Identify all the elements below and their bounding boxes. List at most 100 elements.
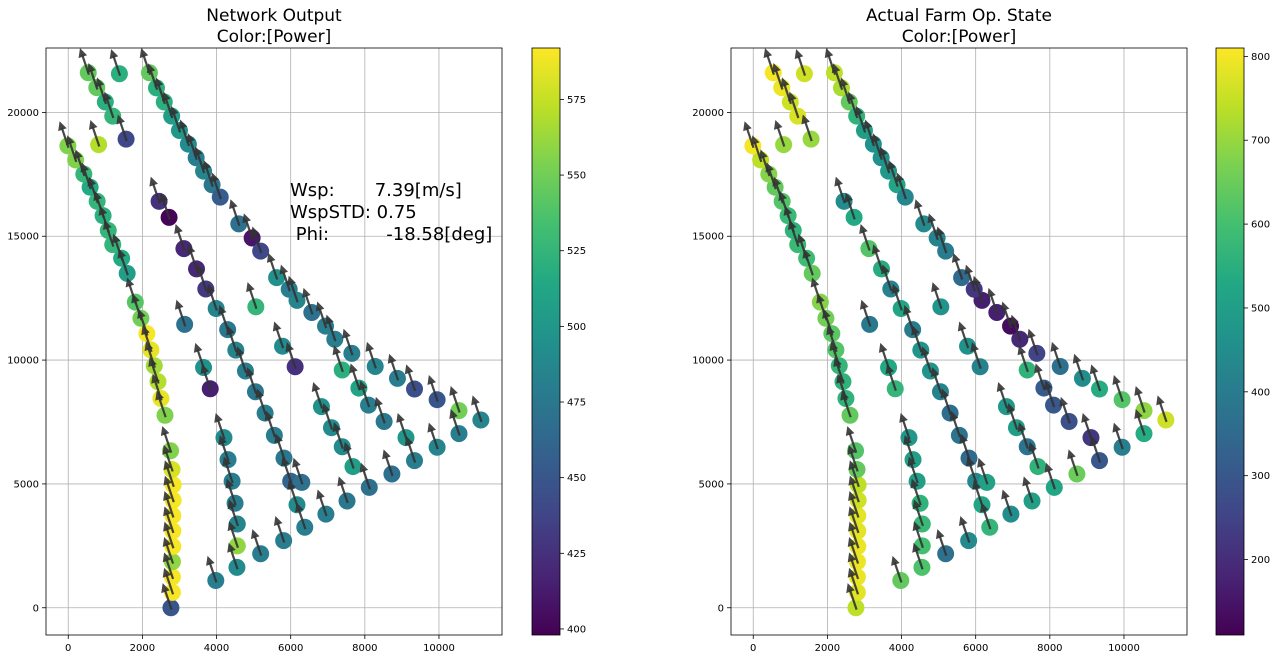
wind-arrow [287,275,299,303]
wind-arrow [1017,422,1029,450]
wind-arrow [891,555,903,583]
y-tick-label: 20000 [7,108,39,119]
wind-arrow [365,341,377,369]
wind-arrow [940,388,952,416]
wind-arrow [1001,489,1013,517]
wind-arrow [206,555,218,583]
colorbar-tick-label: 400 [1251,387,1270,398]
wind-arrow [349,363,361,391]
wind-arrow [895,172,907,200]
wind-arrow [1134,385,1146,413]
wind-arrow [163,506,175,534]
wind-arrow [881,264,893,292]
colorbar-tick-label: 575 [567,95,586,106]
wind-arrow [903,434,915,462]
actual-farm-panel: Actual Farm Op. State Color:[Power] 0 200… [692,6,1270,654]
wind-arrow [272,321,285,349]
wind-arrow [58,121,70,149]
wind-arrow [773,119,786,147]
wind-arrow [930,367,943,395]
wind-arrow [931,282,943,310]
wind-arrow [374,396,386,424]
wind-arrow [1034,363,1046,391]
wind-arrow [848,506,860,534]
wind-arrow [788,91,800,119]
wind-arrow [343,441,355,469]
colorbar-tick-label: 425 [567,549,586,560]
wind-arrow [911,325,923,353]
wind-arrow [162,567,175,595]
wind-arrow [202,160,214,187]
wind-arrow [255,388,267,416]
wind-arrow [1000,301,1013,329]
wind-arrow [1112,422,1124,450]
wind-arrow [1017,345,1029,373]
wind-arrow [404,364,417,392]
wind-arrow [250,529,263,557]
colorbar-tick-label: 800 [1251,52,1270,63]
wind-arrow [332,422,344,450]
wind-arrow [912,521,924,549]
plot-area-frame [45,47,503,636]
x-tick-label: 2000 [815,643,840,654]
wind-arrow [1156,395,1168,423]
wind-arrow [325,314,337,342]
wind-arrow [342,328,354,356]
wind-arrow [987,287,999,315]
y-tick-label: 10000 [692,356,724,367]
wind-arrow [65,135,78,163]
wind-arrow [847,444,859,472]
wind-arrow [951,252,964,280]
wind-arrow [1072,353,1085,381]
y-tick-label: 20000 [692,108,724,119]
wind-arrow [1043,380,1056,408]
wind-arrow [899,412,911,440]
wind-arrow [914,199,926,227]
x-tick-label: 8000 [1037,643,1062,654]
wind-arrow [920,346,933,374]
wind-arrow [292,457,304,485]
wind-arrow [871,133,883,160]
wind-arrow [246,282,258,310]
wind-arrow [427,375,439,402]
wind-arrow [796,233,809,261]
wind-annotation: Wsp: 7.39[m/s]WspSTD: 0.75 Phi: -18.58[d… [290,180,492,245]
wind-arrow [285,342,297,370]
wind-arrow [264,410,277,438]
wind-arrow [163,490,175,518]
wind-arrow [912,499,924,527]
wind-arrow [218,434,230,462]
y-tick-label: 10000 [7,356,39,367]
wind-arrow [302,287,314,315]
wind-arrow [1010,314,1022,342]
wind-arrow [103,91,115,119]
wind-arrow [1044,462,1056,490]
wind-arrow [321,403,334,430]
wind-arrow [958,515,971,543]
wind-arrow [358,380,371,408]
wind-arrow [848,490,860,518]
wind-arrow [279,264,291,292]
wind-arrow [1067,449,1079,477]
wind-arrow [242,213,254,241]
wind-arrow [200,364,212,392]
colorbar-tick-label: 450 [567,473,586,484]
wind-arrow [801,114,813,142]
wind-arrow [227,542,239,570]
wind-arrow [332,345,344,373]
wind-arrow [935,226,948,254]
wind-arrow [907,456,919,484]
wind-arrow [396,412,408,440]
x-tick-label: 0 [65,643,71,654]
wind-arrow [910,478,922,506]
wind-arrow [449,385,461,413]
wind-arrow [847,552,860,580]
wind-arrow [1022,476,1034,504]
wind-arrow [227,499,239,527]
annotation-line: Phi: -18.58[deg] [290,224,492,245]
wind-arrow [226,325,238,353]
chart-title-line-2: Color:[Power] [902,27,1016,47]
wind-arrow [88,119,101,147]
wind-arrow [214,412,226,440]
